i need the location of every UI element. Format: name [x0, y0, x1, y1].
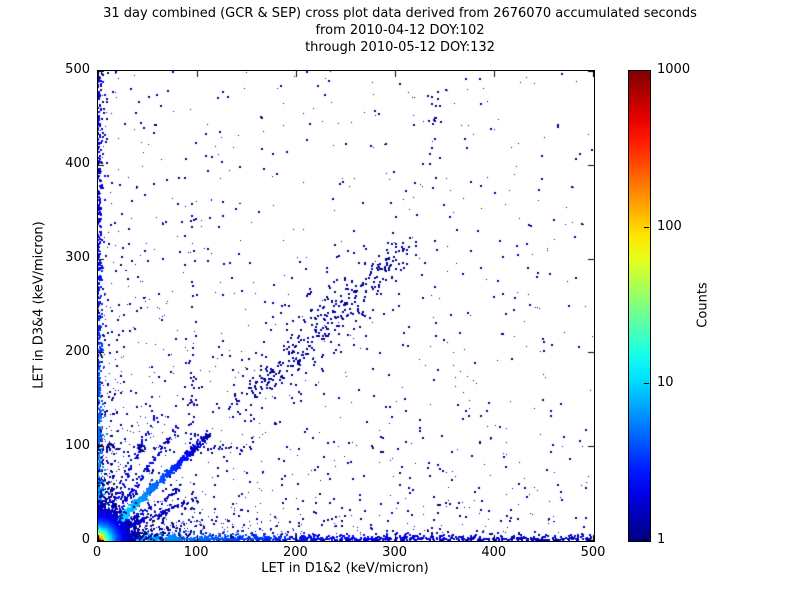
y-tick-label: 500 — [65, 62, 90, 77]
colorbar — [628, 70, 651, 542]
scatter-canvas — [98, 71, 594, 541]
y-tick-label: 400 — [65, 156, 90, 171]
y-tick-label: 200 — [65, 344, 90, 359]
colorbar-gradient — [629, 71, 650, 541]
y-axis-label: LET in D3&4 (keV/micron) — [31, 221, 47, 389]
x-tick-label: 200 — [282, 545, 308, 560]
x-tick-label: 0 — [92, 545, 102, 560]
chart-title: 31 day combined (GCR & SEP) cross plot d… — [103, 6, 697, 21]
colorbar-tick-mark — [644, 539, 649, 540]
plot-area — [97, 70, 595, 542]
colorbar-tick-mark — [644, 226, 649, 228]
x-tick-label: 100 — [183, 545, 209, 560]
x-tick-label: 400 — [481, 545, 507, 560]
chart-subtitle-from: from 2010-04-12 DOY:102 — [315, 23, 485, 38]
y-tick-label: 0 — [81, 532, 90, 547]
x-tick-label: 500 — [580, 545, 606, 560]
x-axis-label: LET in D1&2 (keV/micron) — [261, 561, 429, 576]
colorbar-label: Counts — [695, 282, 711, 328]
colorbar-tick-mark — [644, 70, 649, 71]
colorbar-tick-mark — [644, 383, 649, 385]
colorbar-tick-label: 100 — [657, 218, 682, 234]
y-tick-label: 300 — [65, 250, 90, 265]
chart-subtitle-through: through 2010-05-12 DOY:132 — [305, 40, 495, 55]
colorbar-tick-label: 10 — [657, 375, 674, 391]
x-tick-label: 300 — [382, 545, 407, 560]
colorbar-tick-label: 1000 — [657, 62, 691, 77]
y-tick-label: 100 — [65, 438, 90, 453]
colorbar-tick-label: 1 — [657, 532, 666, 547]
